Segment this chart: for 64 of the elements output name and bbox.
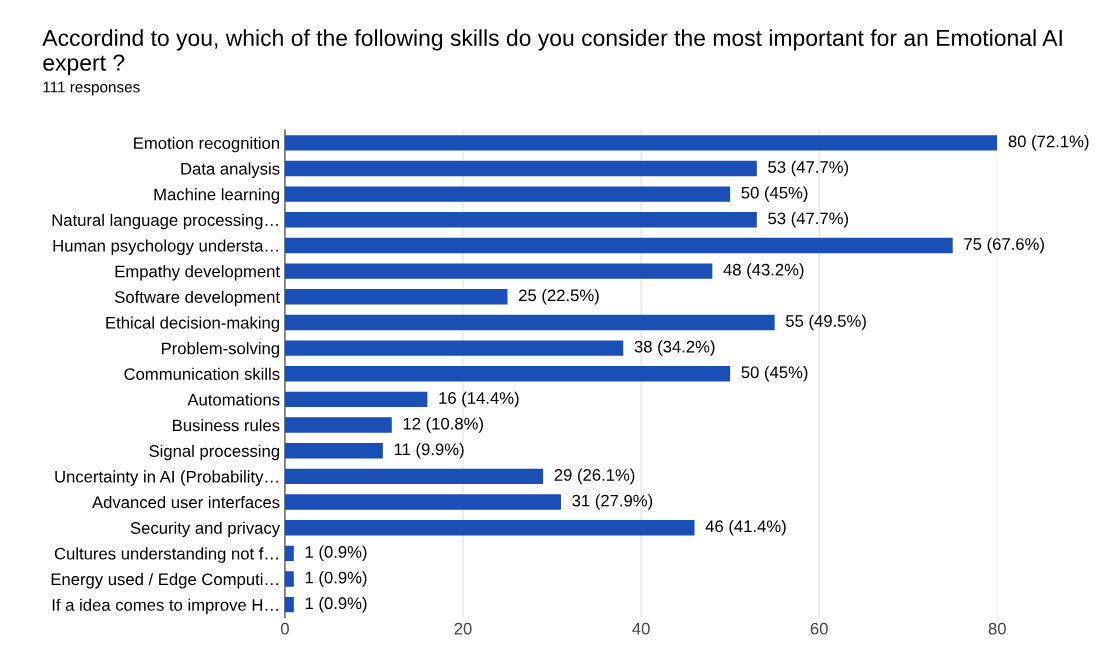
y-tick-label: Problem-solving: [161, 342, 279, 358]
data-label: 31 (27.9%): [572, 494, 653, 510]
data-label: 53 (47.7%): [768, 212, 849, 228]
y-tick-label: Natural language processing…: [52, 213, 278, 230]
bar: [284, 571, 294, 587]
data-label: 38 (34.2%): [634, 340, 715, 356]
y-tick-label: Data analysis: [181, 162, 280, 178]
y-tick-label: Empathy development: [115, 265, 280, 281]
chart-title: Accordind to you, which of the following skills do you consider the most important for an Emotional AI expert ?: [42, 29, 1062, 76]
bar: [284, 545, 294, 562]
x-tick-label: 20: [454, 622, 472, 635]
bar: [284, 391, 428, 408]
y-tick-label: Business rules: [173, 419, 280, 432]
data-label: 12 (10.8%): [403, 417, 483, 433]
text: 111 responses: [43, 81, 140, 96]
data-label: 1 (0.9%): [305, 571, 367, 587]
data-label: 1 (0.9%): [305, 596, 367, 613]
bar: [284, 443, 383, 459]
bar: [284, 314, 775, 331]
bar: [284, 340, 624, 356]
bar: [284, 212, 757, 228]
bar: [284, 494, 561, 510]
y-tick-label: Automations: [187, 393, 280, 406]
bar: [284, 263, 713, 279]
data-label: 50 (45%): [741, 365, 808, 382]
data-label: 11 (9.9%): [394, 442, 464, 459]
y-tick-label: Human psychology understa…: [53, 239, 278, 255]
bar: [284, 160, 757, 177]
y-tick-label: Uncertainty in AI (Probability…: [55, 470, 278, 486]
data-label: 1 (0.9%): [305, 545, 367, 562]
x-tick-label: 60: [810, 622, 828, 635]
y-tick-label: Ethical decision-making: [106, 316, 279, 332]
data-label: 25 (22.5%): [519, 289, 599, 305]
y-tick-label: Communication skills: [124, 367, 280, 380]
bar: [284, 596, 294, 613]
y-tick-label: Advanced user interfaces: [92, 496, 280, 509]
bar: [284, 135, 998, 151]
x-tick-label: 80: [988, 622, 1006, 635]
y-tick-label: Emotion recognition: [134, 136, 279, 153]
x-tick-label: 0: [280, 622, 289, 635]
y-tick-label: If a idea comes to improve H…: [52, 598, 278, 615]
y-tick-label: Security and privacy: [130, 521, 281, 538]
bar: [284, 468, 544, 485]
bar: [284, 237, 953, 254]
data-label: 55 (49.5%): [786, 314, 866, 331]
x-tick-label: 40: [632, 622, 650, 635]
bar: [284, 366, 731, 382]
data-label: 75 (67.6%): [964, 237, 1044, 254]
data-label: 46 (41.4%): [705, 519, 786, 536]
bar: [284, 417, 392, 433]
y-tick-label: Machine learning: [154, 188, 279, 204]
bar: [284, 289, 508, 305]
data-label: 50 (45%): [741, 186, 808, 202]
y-tick-label: Signal processing: [149, 444, 279, 461]
y-tick-label: Software development: [115, 290, 280, 307]
data-label: 48 (43.2%): [723, 263, 804, 279]
y-tick-label: Energy used / Edge Computi…: [51, 572, 278, 589]
y-tick-label: Cultures understanding not f…: [54, 547, 278, 563]
data-label: 53 (47.7%): [768, 160, 849, 177]
bar: [284, 186, 731, 202]
bar: [284, 520, 695, 536]
data-label: 80 (72.1%): [1008, 135, 1089, 151]
data-label: 29 (26.1%): [554, 468, 635, 485]
data-label: 16 (14.4%): [439, 391, 519, 408]
